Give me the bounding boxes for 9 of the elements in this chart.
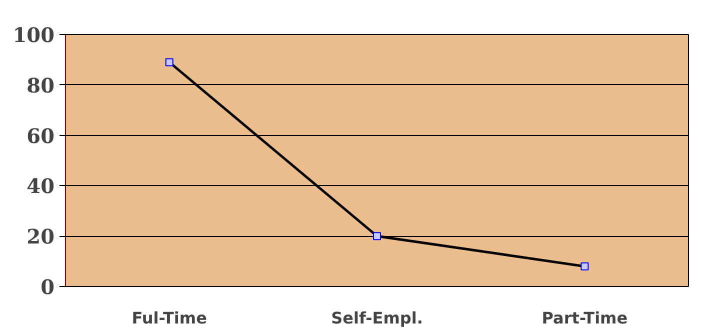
y-tick-label: 0 <box>40 275 55 299</box>
y-tick-label: 100 <box>12 23 54 47</box>
y-tick-label: 80 <box>26 73 55 98</box>
y-tick-label: 60 <box>26 124 55 148</box>
x-tick-label: Self-Empl. <box>331 308 423 328</box>
y-tick-label: 40 <box>26 174 55 198</box>
x-tick-label: Ful-Time <box>132 308 208 328</box>
y-tick-label: 20 <box>26 224 55 249</box>
x-tick-label: Part-Time <box>542 308 628 328</box>
